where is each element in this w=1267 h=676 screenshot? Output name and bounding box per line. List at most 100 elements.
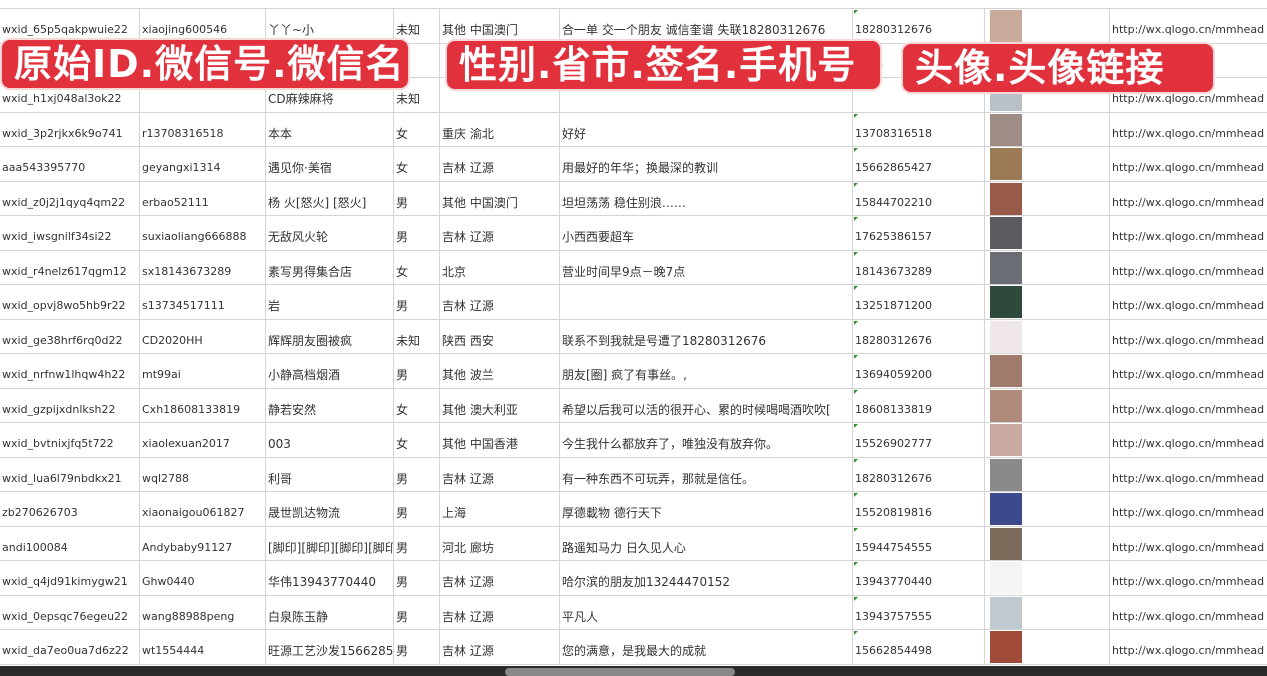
cell-gender[interactable]: 女 [394, 250, 440, 284]
cell-gender[interactable]: 未知 [394, 9, 440, 43]
cell-wechat-name[interactable]: 辉辉朋友圈被疯 [266, 319, 394, 353]
cell-wechat-id[interactable]: xiaonaigou061827 [140, 492, 266, 526]
cell-phone[interactable]: 13708316518 [853, 112, 985, 146]
cell-avatar[interactable] [985, 112, 1110, 146]
cell-gender[interactable]: 未知 [394, 319, 440, 353]
cell-avatar[interactable] [985, 423, 1110, 457]
cell-wechat-name[interactable]: 素写男得集合店 [266, 250, 394, 284]
cell-original-id[interactable]: wxid_lua6l79nbdkx21 [0, 457, 140, 491]
cell-original-id[interactable]: wxid_0epsqc76egeu22 [0, 595, 140, 629]
cell-signature[interactable]: 今生我什么都放弃了，唯独没有放弃你。 [560, 423, 853, 457]
cell-gender[interactable]: 男 [394, 457, 440, 491]
cell-wechat-id[interactable]: sx18143673289 [140, 250, 266, 284]
cell-wechat-name[interactable]: 003 [266, 423, 394, 457]
cell-signature[interactable]: 您的满意，是我最大的成就 [560, 630, 853, 664]
cell-phone[interactable]: 18280312676 [853, 457, 985, 491]
cell-signature[interactable]: 路遥知马力 日久见人心 [560, 526, 853, 560]
cell-avatar[interactable] [985, 457, 1110, 491]
cell-avatar[interactable] [985, 285, 1110, 319]
cell-wechat-id[interactable]: wt1554444 [140, 630, 266, 664]
cell-wechat-name[interactable]: 白泉陈玉静 [266, 595, 394, 629]
cell-avatar-link[interactable]: http://wx.qlogo.cn/mmhead [1112, 333, 1265, 347]
cell-phone[interactable]: 15662854498 [853, 630, 985, 664]
cell-phone[interactable]: 15944754555 [853, 526, 985, 560]
cell-signature[interactable] [560, 78, 853, 112]
cell-phone[interactable]: 18280312676 [853, 319, 985, 353]
cell-original-id[interactable]: wxid_z0j2j1qyq4qm22 [0, 181, 140, 215]
cell-original-id[interactable]: wxid_da7eo0ua7d6z22 [0, 630, 140, 664]
cell-region[interactable] [440, 78, 560, 112]
cell-wechat-name[interactable]: CD麻辣麻将 [266, 78, 394, 112]
cell-gender[interactable]: 男 [394, 181, 440, 215]
cell-wechat-name[interactable]: 华伟13943770440 [266, 561, 394, 595]
cell-gender[interactable]: 男 [394, 354, 440, 388]
cell-original-id[interactable]: wxid_h1xj048al3ok22 [0, 78, 140, 112]
cell-signature[interactable]: 小西西要超车 [560, 216, 853, 250]
cell-avatar-link[interactable]: http://wx.qlogo.cn/mmhead [1112, 161, 1265, 174]
cell-signature[interactable]: 坦坦荡荡 稳住别浪…… [560, 181, 853, 215]
cell-wechat-name[interactable]: 无敌风火轮 [266, 216, 394, 250]
cell-wechat-name[interactable]: 利哥 [266, 457, 394, 491]
cell-avatar[interactable] [985, 354, 1110, 388]
cell-original-id[interactable]: wxid_bvtnixjfq5t722 [0, 423, 140, 457]
cell-avatar-link[interactable]: http://wx.qlogo.cn/mmhead [1112, 23, 1265, 36]
cell-wechat-name[interactable]: 旺源工艺沙发15662854 [266, 630, 394, 664]
cell-gender[interactable]: 男 [394, 630, 440, 664]
cell-original-id[interactable]: wxid_q4jd91kimygw21 [0, 561, 140, 595]
cell-region[interactable]: 吉林 辽源 [440, 595, 560, 629]
cell-region[interactable]: 重庆 渝北 [440, 112, 560, 146]
cell-phone[interactable]: 18143673289 [853, 250, 985, 284]
cell-signature[interactable]: 希望以后我可以活的很开心、累的时候喝喝酒吹吹[ [560, 388, 853, 422]
cell-gender[interactable]: 男 [394, 561, 440, 595]
cell-gender[interactable]: 女 [394, 112, 440, 146]
cell-original-id[interactable]: wxid_65p5qakpwuie22 [0, 9, 140, 43]
cell-gender[interactable]: 未知 [394, 78, 440, 112]
cell-region[interactable]: 其他 中国澳门 [440, 181, 560, 215]
cell-gender[interactable]: 女 [394, 147, 440, 181]
cell-wechat-name[interactable]: 本本 [266, 112, 394, 146]
cell-gender[interactable]: 男 [394, 595, 440, 629]
cell-wechat-id[interactable]: CD2020HH [140, 319, 266, 353]
cell-phone[interactable]: 18280312676 [853, 9, 985, 43]
cell-phone[interactable]: 15662865427 [853, 147, 985, 181]
cell-avatar-link[interactable]: http://wx.qlogo.cn/mmhead [1112, 126, 1265, 140]
cell-avatar-link[interactable]: http://wx.qlogo.cn/mmhead [1112, 230, 1265, 243]
cell-avatar-link[interactable]: http://wx.qlogo.cn/mmhead [1112, 402, 1265, 416]
cell-original-id[interactable]: wxid_opvj8wo5hb9r22 [0, 285, 140, 319]
cell-wechat-id[interactable]: erbao52111 [140, 181, 266, 215]
cell-phone[interactable]: 13943770440 [853, 561, 985, 595]
cell-phone[interactable]: 18608133819 [853, 388, 985, 422]
cell-original-id[interactable]: wxid_ge38hrf6rq0d22 [0, 319, 140, 353]
cell-gender[interactable]: 男 [394, 526, 440, 560]
horizontal-scrollbar[interactable] [505, 668, 735, 676]
cell-avatar-link[interactable]: http://wx.qlogo.cn/mmhead [1112, 506, 1265, 519]
cell-avatar[interactable] [985, 250, 1110, 284]
cell-wechat-id[interactable]: Andybaby91127 [140, 526, 266, 560]
cell-wechat-id[interactable]: wql2788 [140, 457, 266, 491]
cell-region[interactable]: 河北 廊坊 [440, 526, 560, 560]
cell-gender[interactable]: 男 [394, 216, 440, 250]
cell-wechat-name[interactable]: 小静高档烟酒 [266, 354, 394, 388]
cell-avatar-link[interactable]: http://wx.qlogo.cn/mmhead [1112, 299, 1265, 312]
cell-avatar-link[interactable]: http://wx.qlogo.cn/mmhead [1112, 264, 1265, 278]
cell-wechat-id[interactable]: xiaojing600546 [140, 9, 266, 43]
cell-phone[interactable]: 17625386157 [853, 216, 985, 250]
cell-gender[interactable]: 男 [394, 285, 440, 319]
cell-wechat-name[interactable]: 静若安然 [266, 388, 394, 422]
cell-avatar-link[interactable]: http://wx.qlogo.cn/mmhead [1112, 471, 1265, 485]
cell-region[interactable]: 吉林 辽源 [440, 561, 560, 595]
cell-wechat-name[interactable]: 晟世凯达物流 [266, 492, 394, 526]
cell-original-id[interactable]: wxid_3p2rjkx6k9o741 [0, 112, 140, 146]
cell-wechat-id[interactable]: wang88988peng [140, 595, 266, 629]
cell-original-id[interactable]: zb270626703 [0, 492, 140, 526]
cell-signature[interactable]: 厚德載物 德行天下 [560, 492, 853, 526]
cell-signature[interactable]: 营业时间早9点－晚7点 [560, 250, 853, 284]
cell-wechat-name[interactable]: 遇见你·美宿 [266, 147, 394, 181]
cell-signature[interactable]: 哈尔滨的朋友加13244470152 [560, 561, 853, 595]
cell-avatar-link[interactable]: http://wx.qlogo.cn/mmhead [1112, 92, 1265, 105]
cell-wechat-id[interactable]: s13734517111 [140, 285, 266, 319]
cell-original-id[interactable]: andi100084 [0, 526, 140, 560]
cell-original-id[interactable]: wxid_nrfnw1lhqw4h22 [0, 354, 140, 388]
cell-avatar[interactable] [985, 216, 1110, 250]
cell-gender[interactable]: 女 [394, 388, 440, 422]
